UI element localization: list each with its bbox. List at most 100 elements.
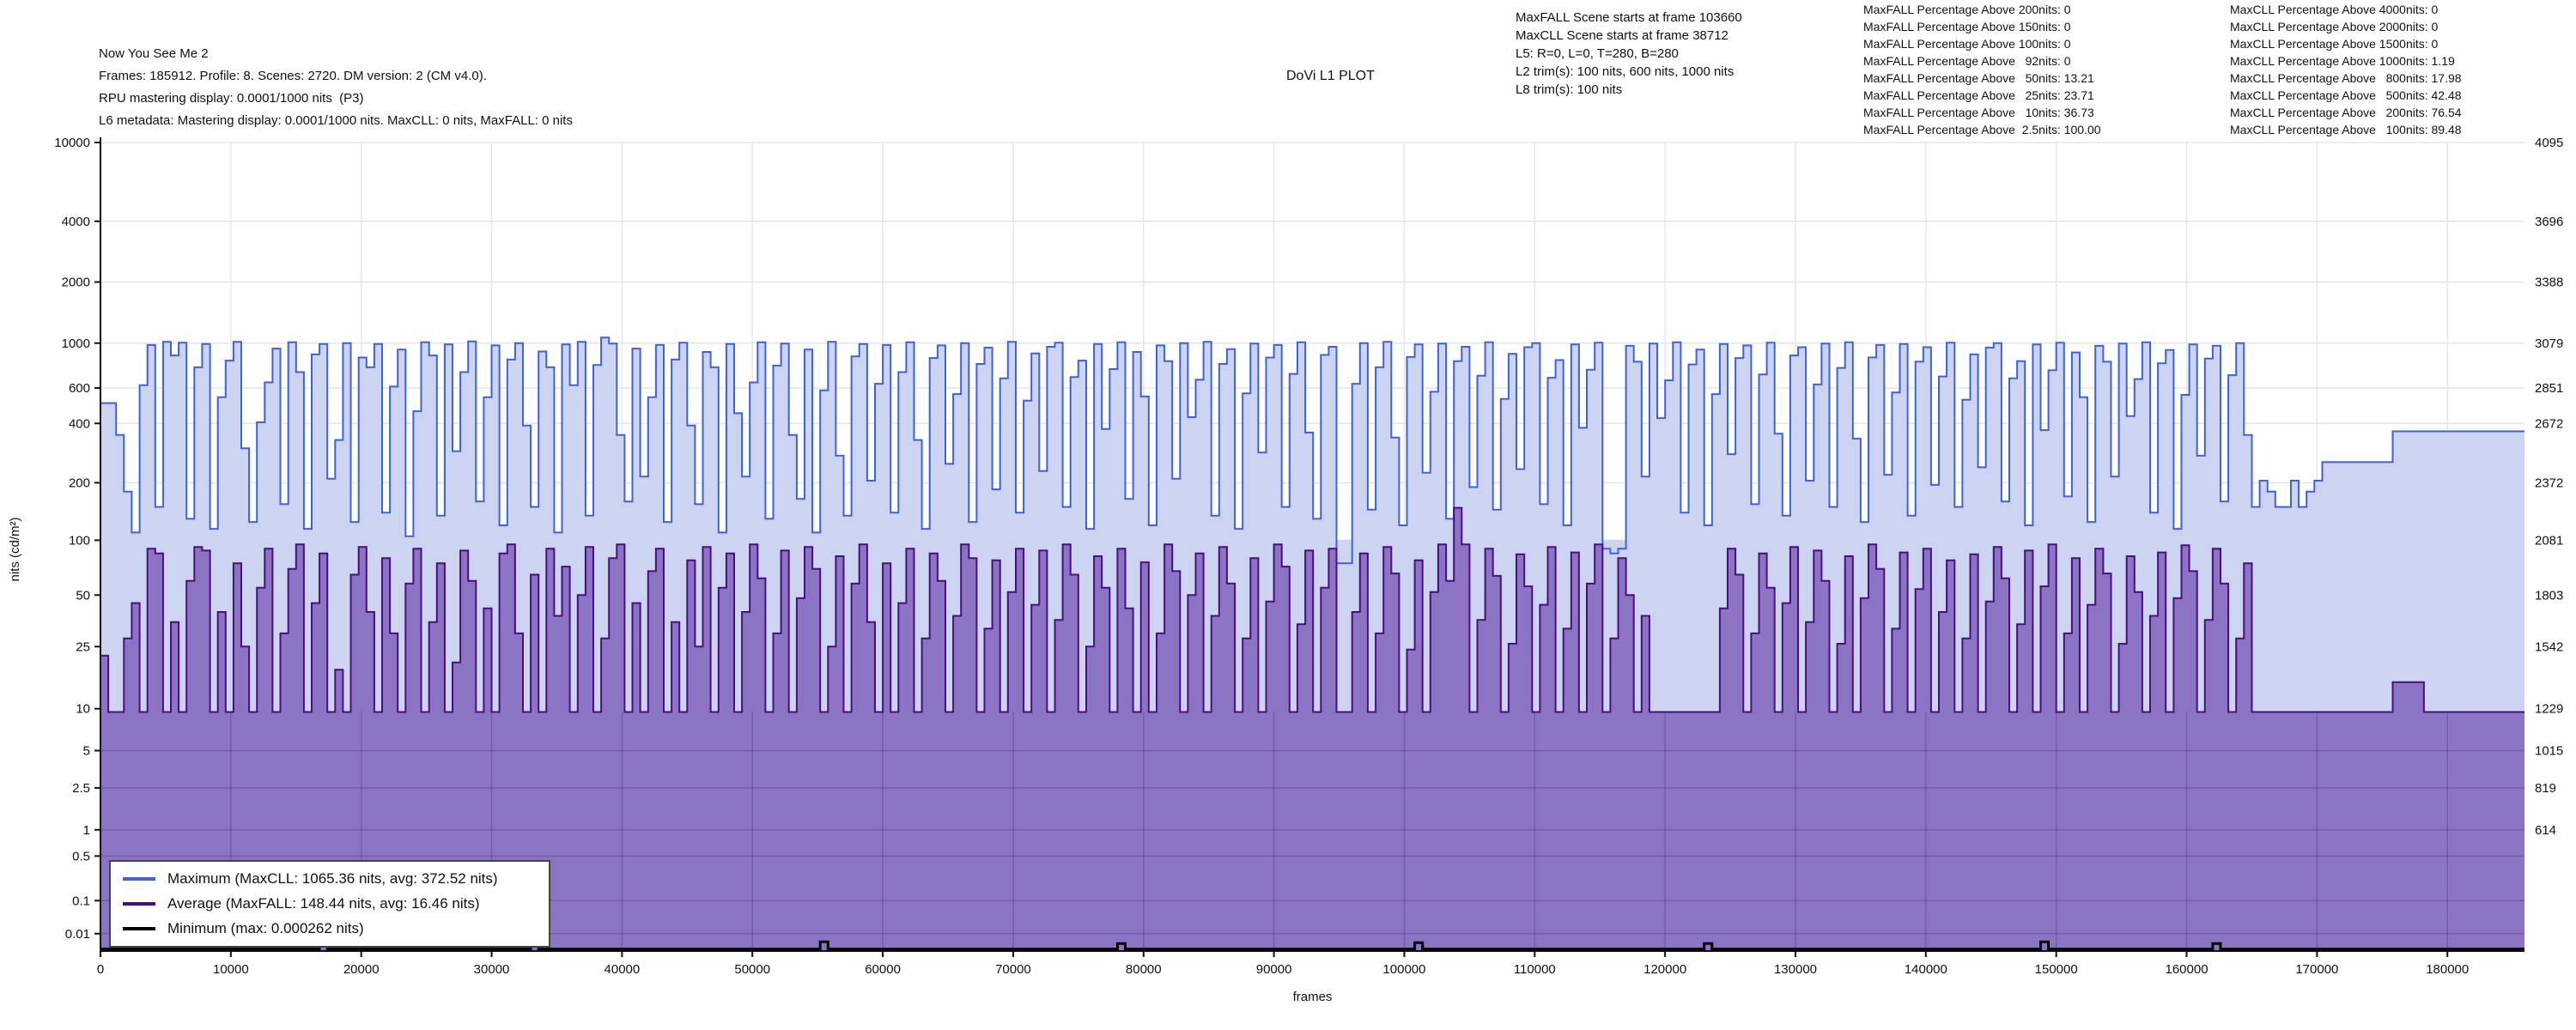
x-tick-label: 100000 [1382,962,1425,977]
y-left-tick-label: 1 [83,823,90,838]
x-tick-label: 10000 [213,962,249,977]
y-left-tick-label: 50 [76,588,90,603]
x-tick-label: 170000 [2295,962,2338,977]
x-tick-label: 140000 [1905,962,1947,977]
x-tick-label: 20000 [343,962,380,977]
legend-item: Average (MaxFALL: 148.44 nits, avg: 16.4… [123,895,549,912]
x-tick-label: 160000 [2166,962,2208,977]
axes-spines-ticks [94,137,2524,957]
y-right-tick-label: 2851 [2535,381,2563,396]
gridlines-over-fill [100,712,2524,951]
avg-line [100,506,2524,713]
maxfall-stat-line: MaxFALL Percentage Above 100nits: 0 [1863,37,2071,51]
y-left-tick-label: 2.5 [72,781,90,796]
maxcll-stat-line: MaxCLL Percentage Above 200nits: 76.54 [2230,106,2462,119]
y-left-tick-label: 4000 [62,215,90,229]
y-right-tick-label: 3696 [2535,215,2563,229]
title-line: RPU mastering display: 0.0001/1000 nits … [99,91,364,106]
y-left-tick-label: 10 [76,702,90,717]
x-tick-label: 110000 [1514,962,1556,977]
y-right-tick-label: 819 [2535,781,2556,796]
maxfall-stat-line: MaxFALL Percentage Above 10nits: 36.73 [1863,106,2094,119]
maxcll-stat-line: MaxCLL Percentage Above 100nits: 89.48 [2230,123,2462,136]
title-metadata-block: Now You See Me 2 Frames: 185912. Profile:… [99,43,573,132]
y-left-tick-label: 1000 [62,336,90,351]
y-left-tick-label: 0.1 [72,894,90,908]
x-tick-label: 40000 [605,962,641,977]
maxcll-stat-line: MaxCLL Percentage Above 2000nits: 0 [2230,20,2439,33]
maxcll-stat-line: MaxCLL Percentage Above 1000nits: 1.19 [2230,54,2455,68]
series-layers [100,336,2524,951]
y-left-tick-label: 100 [69,533,90,548]
maxfall-stat-line: MaxFALL Percentage Above 25nits: 23.71 [1863,88,2094,102]
scene-trim-info-block: MaxFALL Scene starts at frame 103660 MaxC… [1516,9,1742,99]
maxcll-stat-line: MaxCLL Percentage Above 1500nits: 0 [2230,37,2439,51]
y-right-tick-label: 4095 [2535,136,2563,150]
title-line: Now You See Me 2 [99,46,209,61]
info-line: L2 trim(s): 100 nits, 600 nits, 1000 nit… [1516,64,1735,79]
legend: Maximum (MaxCLL: 1065.36 nits, avg: 372.… [109,860,550,948]
max-line [100,336,2524,565]
y-right-tick-label: 2672 [2535,416,2563,431]
maxfall-stat-line: MaxFALL Percentage Above 92nits: 0 [1863,54,2071,68]
maxcll-stat-line: MaxCLL Percentage Above 800nits: 17.98 [2230,71,2462,85]
x-tick-label: 130000 [1774,962,1817,977]
info-line: MaxFALL Scene starts at frame 103660 [1516,10,1742,25]
y-left-tick-label: 0.01 [65,927,90,942]
y-right-tick-label: 1229 [2535,702,2563,717]
y-left-tick-label: 2000 [62,276,90,290]
maxfall-stat-line: MaxFALL Percentage Above 2.5nits: 100.00 [1863,123,2101,136]
legend-label: Average (MaxFALL: 148.44 nits, avg: 16.4… [167,895,480,912]
y-left-tick-label: 0.5 [72,849,90,863]
x-tick-label: 80000 [1126,962,1162,977]
y-right-tick-label: 1015 [2535,744,2563,759]
title-line: L6 metadata: Mastering display: 0.0001/1… [99,113,573,128]
y-left-tick-label: 400 [69,416,90,431]
x-axis-title: frames [1293,990,1333,1004]
info-line: MaxCLL Scene starts at frame 38712 [1516,28,1728,43]
maxcll-percentage-stats: MaxCLL Percentage Above 4000nits: 0 MaxCL… [2230,1,2462,138]
x-tick-label: 90000 [1256,962,1292,977]
maxcll-stat-line: MaxCLL Percentage Above 500nits: 42.48 [2230,88,2462,102]
info-line: L8 trim(s): 100 nits [1516,82,1623,97]
maxfall-stat-line: MaxFALL Percentage Above 150nits: 0 [1863,20,2071,33]
maxfall-stat-line: MaxFALL Percentage Above 50nits: 13.21 [1863,71,2094,85]
x-tick-label: 150000 [2035,962,2078,977]
x-tick-label: 60000 [865,962,901,977]
y-left-tick-label: 25 [76,639,90,654]
info-line: L5: R=0, L=0, T=280, B=280 [1516,46,1679,61]
y-right-tick-label: 2081 [2535,533,2563,548]
y-axis-title: nits (cd/m²) [8,517,22,581]
min-line [100,940,2524,951]
x-tick-label: 30000 [474,962,510,977]
maxcll-stat-line: MaxCLL Percentage Above 4000nits: 0 [2230,3,2439,16]
y-left-tick-label: 200 [69,476,90,490]
legend-swatch-icon [123,902,155,906]
legend-swatch-icon [123,877,155,881]
y-right-tick-label: 1803 [2535,588,2563,603]
y-left-tick-label: 10000 [54,136,90,150]
plot-title: DoVi L1 PLOT [1286,69,1375,83]
x-tick-label: 50000 [734,962,770,977]
avg-area [100,507,2524,951]
x-tick-label: 180000 [2426,962,2469,977]
y-right-tick-label: 2372 [2535,476,2563,490]
legend-label: Minimum (max: 0.000262 nits) [167,920,364,936]
axis-labels: 1000040002000100060040020010050251052.51… [8,136,2563,1004]
y-left-tick-label: 600 [69,381,90,396]
title-line: Frames: 185912. Profile: 8. Scenes: 2720… [99,69,487,83]
y-right-tick-label: 1542 [2535,639,2563,654]
y-right-tick-label: 3388 [2535,276,2563,290]
x-tick-label: 70000 [995,962,1031,977]
y-right-tick-label: 614 [2535,823,2556,838]
legend-item: Minimum (max: 0.000262 nits) [123,920,549,937]
legend-label: Maximum (MaxCLL: 1065.36 nits, avg: 372.… [167,870,498,887]
y-left-tick-label: 5 [83,744,90,759]
x-tick-label: 120000 [1643,962,1686,977]
y-right-tick-label: 3079 [2535,336,2563,351]
x-tick-label: 0 [97,962,104,977]
maxfall-stat-line: MaxFALL Percentage Above 200nits: 0 [1863,3,2071,16]
maxfall-percentage-stats: MaxFALL Percentage Above 200nits: 0 MaxFA… [1863,1,2101,138]
